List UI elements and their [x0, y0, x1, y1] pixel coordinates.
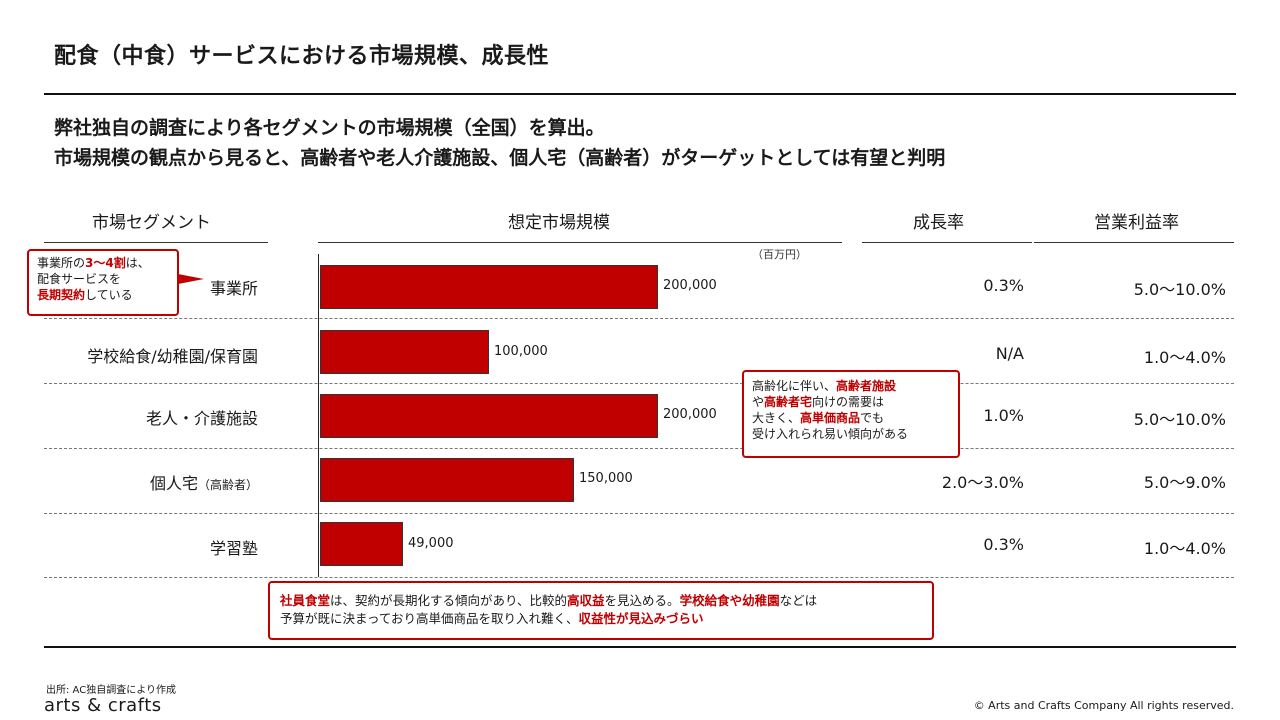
callout-highlight: 社員食堂: [280, 593, 331, 608]
segment-label: 学習塾: [209, 539, 258, 558]
callout-text: 予算が既に決まっており高単価商品を取り入れ難く、: [280, 611, 579, 626]
callout-highlight: 長期契約: [37, 288, 86, 302]
bar-value-label: 49,000: [408, 536, 454, 551]
bar-cram-school: [320, 522, 403, 566]
callout-bottom: 社員食堂は、契約が長期化する傾向があり、比較的高収益を見込める。学校給食や幼稚園…: [268, 581, 934, 640]
operating-margin: 5.0〜10.0%: [1133, 280, 1226, 299]
callout-elderly: 高齢化に伴い、高齢者施設 や高齢者宅向けの需要は 大きく、高単価商品でも 受け入…: [742, 370, 960, 458]
column-header-growth: 成長率: [913, 213, 964, 233]
callout-highlight: 学校給食や幼稚園: [679, 593, 780, 608]
column-header-margin: 営業利益率: [1094, 213, 1179, 233]
footer-divider: [44, 646, 1236, 648]
segment-label: 事業所: [209, 279, 258, 298]
callout-text: している: [85, 288, 133, 302]
callout-highlight: 高単価商品: [800, 411, 861, 425]
column-underline-segment: [44, 242, 268, 243]
callout-highlight: 高収益: [567, 593, 605, 608]
operating-margin: 1.0〜4.0%: [1143, 539, 1226, 558]
row-divider: [44, 448, 1234, 449]
source-note: 出所: AC独自調査により作成: [46, 685, 176, 696]
copyright: © Arts and Crafts Company All rights res…: [973, 699, 1234, 712]
bar-value-label: 100,000: [494, 344, 548, 359]
callout-highlight: 高齢者施設: [836, 379, 897, 393]
lead-line-2: 市場規模の観点から見ると、高齢者や老人介護施設、個人宅（高齢者）がターゲットとし…: [54, 147, 946, 169]
row-divider: [44, 318, 1234, 319]
column-header-market-size: 想定市場規模: [508, 213, 610, 233]
column-header-segment: 市場セグメント: [92, 213, 211, 233]
title-divider: [44, 93, 1236, 95]
row-divider: [44, 577, 1234, 578]
callout-text: 受け入れられ易い傾向がある: [752, 427, 909, 441]
callout-pointer-icon: [178, 274, 204, 284]
bar-value-label: 150,000: [579, 471, 633, 486]
callout-text: は、契約が長期化する傾向があり、比較的: [330, 593, 568, 608]
chart-axis: [318, 254, 319, 577]
callout-text: 高齢化に伴い、: [752, 379, 837, 393]
column-underline-growth: [862, 242, 1032, 243]
callout-text: 向けの需要は: [812, 395, 885, 409]
operating-margin: 5.0〜9.0%: [1143, 473, 1226, 492]
growth-rate: 0.3%: [983, 535, 1024, 554]
unit-label: （百万円）: [752, 248, 807, 261]
bar-nursing-facility: [320, 394, 658, 438]
column-underline-margin: [1034, 242, 1234, 243]
segment-label: 学校給食/幼稚園/保育園: [87, 347, 258, 366]
callout-text: でも: [860, 411, 885, 425]
segment-label: 老人・介護施設: [145, 409, 258, 428]
callout-text: などは: [779, 593, 818, 608]
callout-highlight: 高齢者宅: [764, 395, 813, 409]
bar-value-label: 200,000: [663, 407, 717, 422]
row-divider: [44, 513, 1234, 514]
callout-highlight: 3〜4割: [85, 256, 126, 270]
row-divider: [44, 383, 1234, 384]
bar-jigyosho: [320, 265, 658, 309]
operating-margin: 1.0〜4.0%: [1143, 348, 1226, 367]
callout-text: 事業所の: [37, 256, 86, 270]
company-logo: arts & crafts: [44, 695, 162, 716]
callout-text: 配食サービスを: [37, 272, 122, 286]
callout-office: 事業所の3〜4割は、 配食サービスを 長期契約している: [27, 249, 179, 316]
callout-text: 大きく、: [752, 411, 801, 425]
segment-label-sub: （高齢者）: [197, 478, 258, 492]
bar-value-label: 200,000: [663, 278, 717, 293]
growth-rate: 0.3%: [983, 276, 1024, 295]
lead-line-1: 弊社独自の調査により各セグメントの市場規模（全国）を算出。: [54, 117, 605, 139]
callout-highlight: 収益性が見込みづらい: [578, 611, 704, 626]
segment-label-main: 個人宅: [149, 474, 198, 493]
callout-text: は、: [125, 256, 150, 270]
callout-text: を見込める。: [604, 593, 680, 608]
growth-rate: N/A: [995, 344, 1024, 363]
growth-rate: 2.0〜3.0%: [941, 473, 1024, 492]
operating-margin: 5.0〜10.0%: [1133, 410, 1226, 429]
page-title: 配食（中食）サービスにおける市場規模、成長性: [54, 44, 550, 69]
segment-label: 個人宅（高齢者）: [150, 470, 258, 494]
growth-rate: 1.0%: [983, 406, 1024, 425]
bar-school-lunch: [320, 330, 489, 374]
callout-text: や: [752, 395, 765, 409]
bar-private-home: [320, 458, 574, 502]
column-underline-market-size: [318, 242, 842, 243]
